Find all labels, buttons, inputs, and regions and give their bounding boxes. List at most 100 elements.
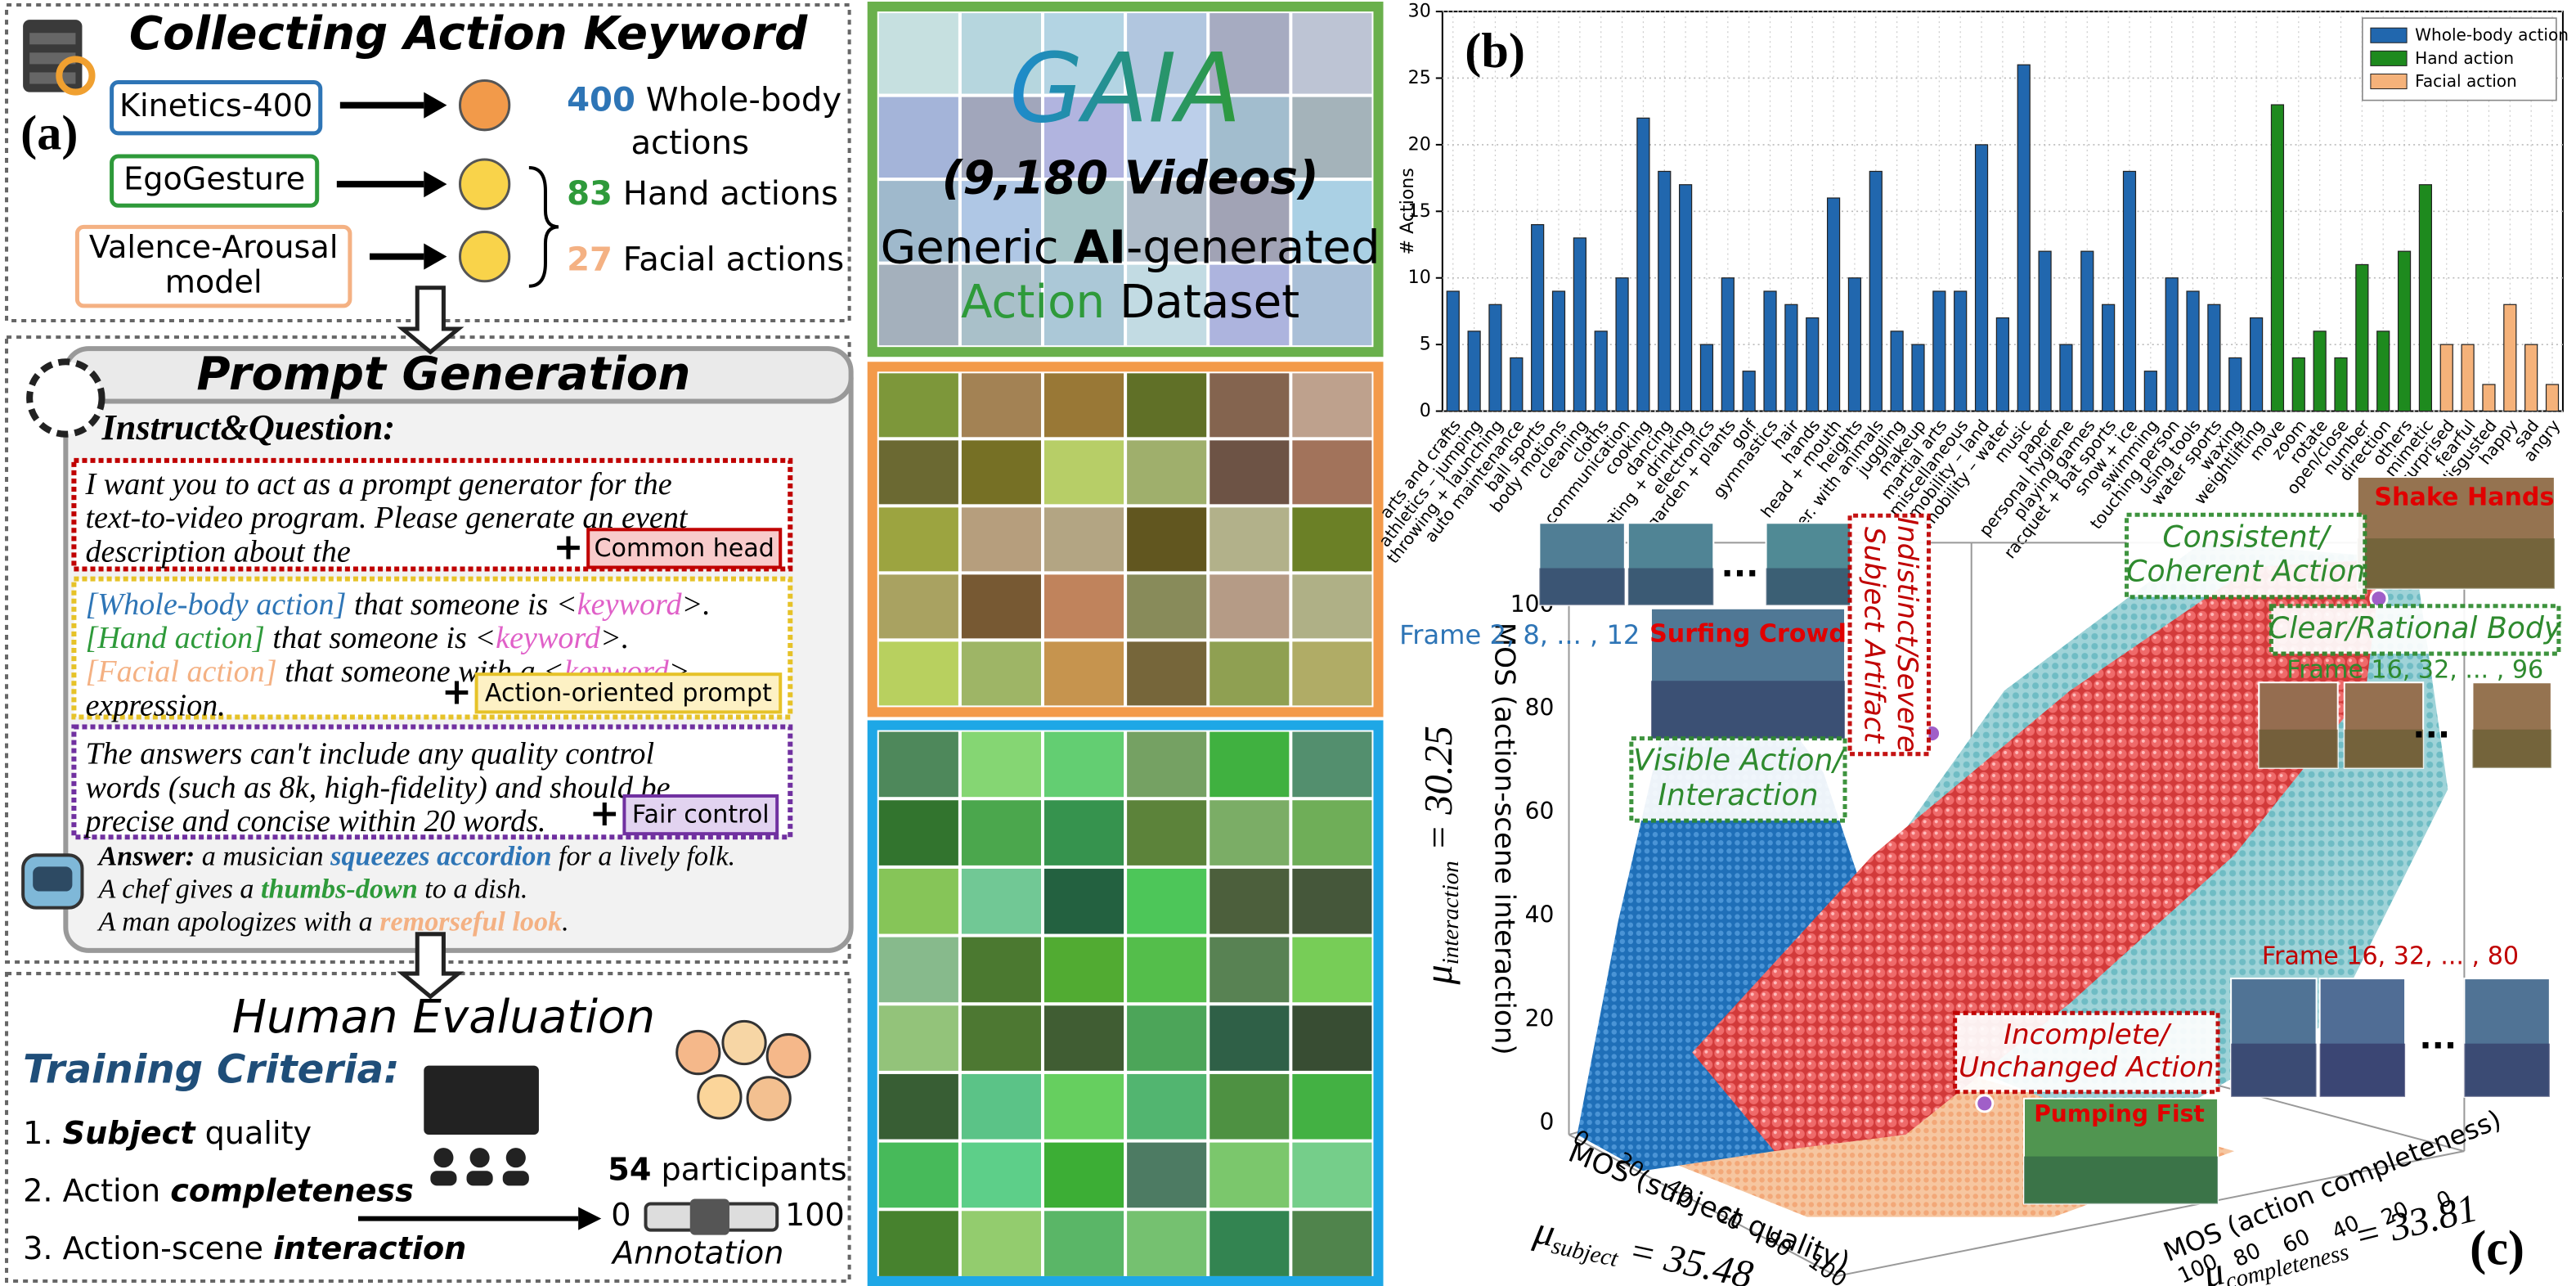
- thumbnail: [1292, 373, 1372, 438]
- criteria-item: 2. Action completeness: [23, 1173, 414, 1209]
- z-tick-label: 20: [1525, 1005, 1555, 1032]
- equation: = 30.25: [1417, 726, 1461, 861]
- prompt-line: I want you to act as a prompt generator …: [84, 467, 671, 501]
- chart-title: (b): [1465, 24, 1525, 79]
- y-tick-label: 0: [1420, 400, 1431, 421]
- thumbnail: [1044, 1211, 1124, 1276]
- thumbnail: [1127, 1142, 1207, 1208]
- answer-line-part: A man apologizes with a: [97, 907, 380, 938]
- equation: = 33.81: [2340, 1186, 2482, 1261]
- robot-face: [33, 866, 73, 892]
- participant-icon: [675, 1029, 721, 1076]
- thumbnail: [1044, 800, 1124, 866]
- bar: [2102, 304, 2116, 412]
- thumbnail: [1044, 1142, 1124, 1208]
- participant-icon: [697, 1074, 743, 1120]
- y-tick-label: 25: [1408, 67, 1431, 88]
- y-tick-label: 20: [1408, 133, 1431, 155]
- prompt-line: description about the: [85, 534, 350, 569]
- bar: [1932, 290, 1946, 412]
- answer-line-part: to a dish.: [418, 874, 528, 904]
- plus: +: [554, 526, 584, 568]
- annotation-box: [1629, 736, 1847, 823]
- count-line: 27 Facial actions: [567, 241, 844, 279]
- bar: [1679, 184, 1693, 412]
- arrow-head: [578, 1207, 602, 1230]
- thumbnail: [878, 868, 958, 934]
- arrow-head: [424, 243, 447, 270]
- criteria-item: 1. Subject quality: [23, 1116, 312, 1152]
- thumbnail: [1292, 868, 1372, 934]
- thumbnail: [878, 1211, 958, 1276]
- y-axis-label: # Actions: [1397, 168, 1418, 254]
- z-axis-title: MOS (action-scene interaction): [1488, 623, 1521, 1055]
- annotation-label: Annotation: [610, 1235, 783, 1271]
- photo-shade: [2344, 729, 2424, 768]
- y-tick-label: 15: [1408, 200, 1431, 222]
- bar: [2461, 344, 2475, 412]
- dataset-line-part: Dataset: [1105, 276, 1299, 329]
- annotation: Frame 16, 32, ... , 96: [2287, 656, 2543, 685]
- prompt-tag-text: Common head: [595, 534, 774, 563]
- annotation: Subject Artifact: [1858, 527, 1891, 744]
- bar: [2355, 263, 2369, 412]
- facial-border: [867, 362, 1384, 717]
- thumbnail: [1127, 1005, 1207, 1071]
- thumbnail: [961, 574, 1041, 639]
- count-number: 400: [567, 82, 635, 119]
- answer-line-part: remorseful look: [379, 907, 562, 938]
- bar: [1890, 330, 1904, 412]
- thumbnail: [1209, 937, 1290, 1003]
- participant-icon: [746, 1076, 792, 1122]
- criteria-item-part: interaction: [273, 1230, 466, 1266]
- thumbnail: [1292, 440, 1372, 505]
- thumbnail: [1209, 1211, 1290, 1276]
- annotation: Coherent Action: [2126, 554, 2365, 589]
- photo-shade: [2024, 1156, 2219, 1204]
- bar: [2439, 344, 2453, 412]
- thumbnail: [878, 373, 958, 438]
- annotation: Pumping Fist: [2034, 1100, 2205, 1127]
- source-name: EgoGesture: [123, 162, 305, 198]
- answer-line: Answer: a musician squeezes accordion fo…: [97, 841, 736, 871]
- bar: [2313, 330, 2327, 412]
- photo-shade: [1627, 568, 1714, 605]
- thumbnail: [878, 1005, 958, 1071]
- flow-arrow: [397, 286, 464, 355]
- prompt-line: [Whole-body action] that someone is <key…: [85, 587, 710, 622]
- thumbnail: [1127, 1073, 1207, 1140]
- thumbnail: [878, 800, 958, 866]
- photo-shade: [2357, 538, 2555, 589]
- bar: [1911, 344, 1925, 412]
- answer-line-part: squeezes accordion: [330, 841, 551, 871]
- thumbnail: [1127, 507, 1207, 572]
- dataset-count: (9,180 Videos): [942, 152, 1319, 205]
- y-tick-label: 5: [1420, 334, 1431, 355]
- criteria-item-part: 1.: [23, 1116, 63, 1152]
- thumbnail: [1044, 1073, 1124, 1140]
- prompt-line-part: >.: [600, 621, 629, 655]
- thumbnail: [1209, 1073, 1290, 1140]
- bar: [2482, 384, 2496, 412]
- count-space: [613, 241, 623, 279]
- bar: [1995, 317, 2009, 412]
- thumbnail: [1127, 1211, 1207, 1276]
- dataset-line: Generic AI-generated: [881, 221, 1380, 274]
- thumbnail: [1209, 1142, 1290, 1208]
- prompt-line-part: description about the: [85, 534, 350, 569]
- thumbnail: [878, 1073, 958, 1140]
- bar: [1721, 277, 1735, 412]
- legend-swatch: [2370, 27, 2408, 43]
- bar: [2270, 104, 2285, 412]
- bar: [1510, 357, 1524, 412]
- answer-line: A chef gives a thumbs-down to a dish.: [97, 874, 528, 904]
- bar: [1488, 304, 1502, 412]
- bar: [2291, 357, 2305, 412]
- body-border: [867, 720, 1384, 1286]
- annotation: Clear/Rational Body: [2269, 610, 2562, 645]
- prompt-line: expression.: [85, 688, 225, 722]
- thumbnail: [1209, 641, 1290, 706]
- panel-label: (c): [2470, 1221, 2524, 1276]
- dataset-line-part: Action: [961, 276, 1105, 329]
- bar: [1784, 304, 1798, 412]
